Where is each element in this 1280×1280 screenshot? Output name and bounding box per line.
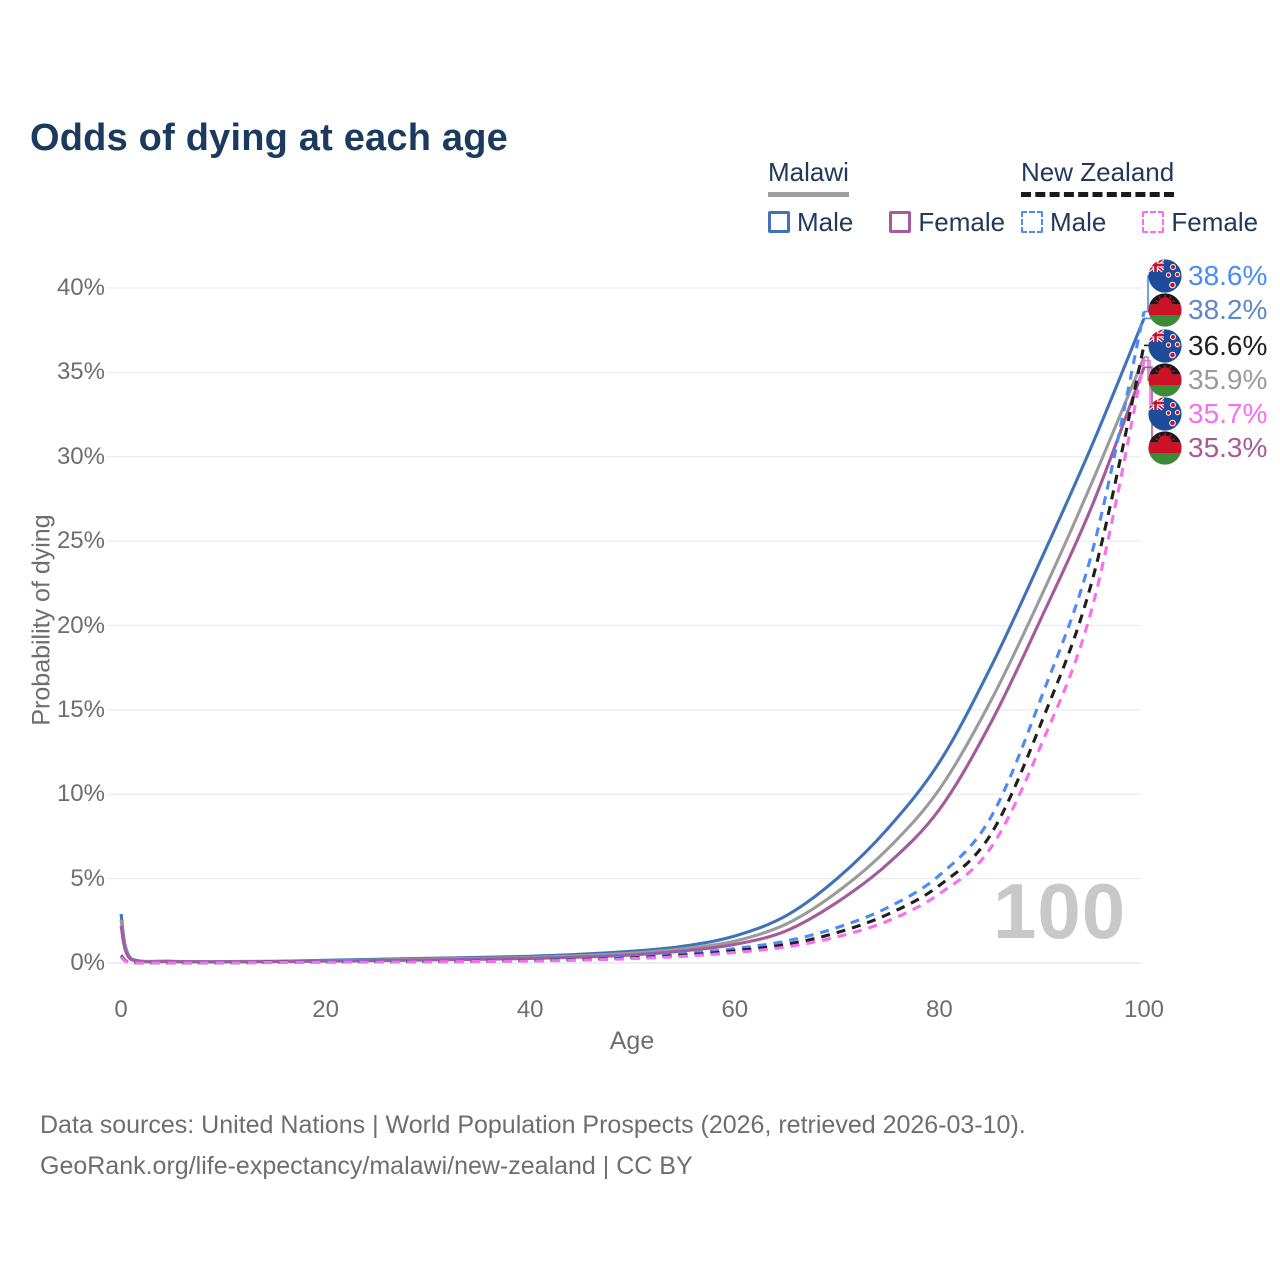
- x-tick-label: 20: [312, 996, 339, 1023]
- legend-item-malawi-female: Female: [889, 207, 1005, 238]
- legend-label: Male: [1050, 206, 1107, 237]
- end-label-value: 35.7%: [1188, 398, 1268, 429]
- flag-malawi-icon: [1148, 431, 1182, 465]
- malawi-male-swatch-icon: [768, 211, 790, 234]
- age-watermark: 100: [993, 867, 1127, 955]
- end-label-row-nz_male: 38.6%: [1148, 259, 1267, 293]
- x-tick-label: 80: [926, 996, 953, 1023]
- series-nz_male-line: [119, 311, 1146, 965]
- end-label-value: 38.2%: [1188, 294, 1268, 325]
- legend-group-malawi: Malawi Male Female: [768, 157, 1005, 238]
- series-nz_both-line: [119, 345, 1146, 965]
- page-title: Odds of dying at each age: [30, 117, 508, 160]
- x-tick-label: 100: [1123, 996, 1165, 1023]
- legend-item-malawi-male: Male: [768, 207, 853, 238]
- legend-country-malawi: Malawi: [768, 157, 849, 197]
- flag-malawi-icon: [1148, 363, 1182, 397]
- y-tick-label: 0%: [70, 949, 105, 976]
- end-label-value: 38.6%: [1188, 260, 1268, 291]
- x-tick-label: 60: [721, 996, 749, 1023]
- y-tick-label: 25%: [56, 527, 105, 555]
- end-label-row-nz_both: 36.6%: [1148, 329, 1267, 363]
- legend-country-new-zealand: New Zealand: [1021, 157, 1175, 197]
- series-malawi_male-line: [119, 317, 1146, 964]
- y-tick-label: 35%: [56, 358, 105, 386]
- y-axis-title: Probability of dying: [27, 514, 56, 726]
- y-tick-label: 40%: [56, 274, 105, 301]
- y-tick-label: 30%: [56, 442, 105, 470]
- footer-attribution: GeoRank.org/life-expectancy/malawi/new-z…: [40, 1152, 693, 1180]
- footer-sources: Data sources: United Nations | World Pop…: [40, 1111, 1026, 1139]
- legend-item-nz-female: Female: [1142, 207, 1258, 238]
- end-label-row-nz_female: 35.7%: [1148, 397, 1267, 431]
- x-tick-label: 0: [114, 996, 128, 1023]
- flag-new-zealand-icon: [1148, 259, 1182, 293]
- series-nz_female-line: [120, 360, 1146, 965]
- y-tick-label: 20%: [56, 611, 105, 639]
- end-label-value: 35.3%: [1188, 432, 1268, 463]
- legend-item-nz-male: Male: [1021, 207, 1106, 238]
- x-axis-title: Age: [609, 1027, 655, 1055]
- malawi-female-swatch-icon: [889, 211, 912, 234]
- nz-female-swatch-icon: [1142, 211, 1165, 234]
- y-tick-label: 10%: [56, 780, 105, 808]
- legend-label: Male: [797, 206, 854, 237]
- y-tick-label: 15%: [56, 695, 105, 723]
- legend-label: Female: [918, 206, 1006, 237]
- flag-new-zealand-icon: [1148, 329, 1182, 363]
- legend-label: Female: [1171, 206, 1259, 237]
- y-tick-label: 5%: [70, 864, 105, 892]
- series-malawi_both-line: [119, 356, 1146, 964]
- legend-group-new-zealand: New Zealand Male Female: [1021, 157, 1258, 238]
- end-label-value: 35.9%: [1188, 364, 1268, 395]
- nz-male-swatch-icon: [1021, 211, 1043, 234]
- end-label-row-malawi_female: 35.3%: [1148, 431, 1267, 465]
- end-label-value: 36.6%: [1188, 330, 1268, 361]
- x-tick-label: 40: [516, 996, 544, 1023]
- end-label-row-malawi_both: 35.9%: [1148, 363, 1267, 397]
- end-label-row-malawi_male: 38.2%: [1148, 293, 1267, 327]
- footer: Data sources: United Nations | World Pop…: [40, 1105, 1026, 1187]
- flag-new-zealand-icon: [1148, 397, 1182, 431]
- flag-malawi-icon: [1148, 293, 1182, 327]
